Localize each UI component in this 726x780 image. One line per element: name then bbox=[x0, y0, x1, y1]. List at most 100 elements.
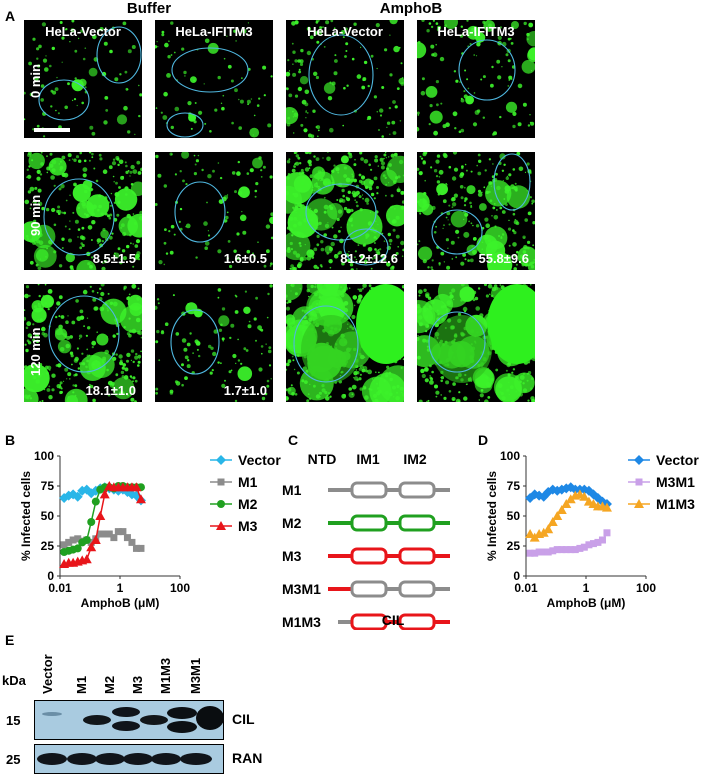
data-point bbox=[571, 546, 579, 554]
lane-label-vector: Vector bbox=[40, 654, 55, 694]
micrograph-r1-c4: HeLa-IFITM3 bbox=[417, 20, 535, 138]
data-point bbox=[529, 489, 540, 500]
series-vector bbox=[525, 482, 612, 509]
y-tick-label: 25 bbox=[41, 539, 55, 553]
data-point bbox=[562, 546, 570, 554]
data-point bbox=[544, 548, 552, 556]
data-point bbox=[580, 543, 588, 551]
y-tick-label: 50 bbox=[41, 509, 55, 523]
data-point bbox=[96, 530, 104, 538]
data-point bbox=[561, 499, 572, 508]
data-point bbox=[603, 529, 611, 537]
data-point bbox=[558, 546, 566, 554]
data-point bbox=[535, 548, 543, 556]
x-tick-label: 100 bbox=[636, 581, 656, 595]
blot-label-ran: RAN bbox=[232, 750, 263, 766]
y-tick-label: 0 bbox=[513, 569, 520, 583]
construct-label: M1 bbox=[282, 482, 302, 498]
data-point bbox=[556, 484, 567, 495]
legend-item-vector: Vector bbox=[628, 452, 699, 468]
data-point bbox=[87, 518, 96, 526]
data-point bbox=[579, 491, 590, 501]
legend-label: Vector bbox=[656, 452, 699, 468]
data-point bbox=[81, 484, 92, 495]
construct-m3: M3 bbox=[282, 547, 450, 565]
row-label-1: 0 min bbox=[28, 64, 43, 98]
panel-b-chart: 0 25 50 75 100 0.01 1 100 AmphoB (μM) % Infected … bbox=[19, 449, 281, 610]
construct-m1: M1 bbox=[282, 481, 450, 499]
legend-item-m2: M2 bbox=[210, 496, 258, 512]
data-point bbox=[60, 541, 68, 549]
data-point bbox=[531, 549, 539, 557]
legend-label: M3 bbox=[238, 518, 258, 534]
marker-15: 15 bbox=[6, 713, 21, 728]
cil-band-m2-lower bbox=[112, 721, 140, 731]
data-point bbox=[594, 538, 602, 546]
data-point bbox=[137, 544, 145, 552]
micrograph-r2-c3: 81.2±12.6 bbox=[286, 152, 404, 270]
y-tick-label: 0 bbox=[47, 569, 54, 583]
x-tick-label: 0.01 bbox=[514, 581, 538, 595]
series-m3m1 bbox=[526, 529, 611, 557]
construct-m3m1: M3M1 bbox=[282, 580, 450, 598]
x-tick-label: 100 bbox=[170, 581, 190, 595]
data-point bbox=[95, 511, 106, 520]
data-point bbox=[635, 478, 643, 486]
cil-blot bbox=[34, 700, 224, 740]
domain-label-ntd: NTD bbox=[308, 451, 337, 467]
data-point bbox=[585, 541, 593, 549]
x-tick-label: 1 bbox=[117, 581, 124, 595]
data-point bbox=[543, 524, 554, 534]
column-label-2: HeLa-IFITM3 bbox=[175, 24, 253, 39]
data-point bbox=[119, 528, 127, 536]
micrograph-r3-c2: 1.7±1.0 bbox=[155, 284, 273, 402]
data-point bbox=[82, 536, 91, 544]
row-label-3: 120 min bbox=[28, 327, 43, 376]
data-point bbox=[540, 548, 548, 556]
data-point bbox=[81, 554, 92, 564]
legend-label: Vector bbox=[238, 452, 281, 468]
legend-label: M1M3 bbox=[656, 496, 695, 512]
data-point bbox=[553, 546, 561, 554]
data-point bbox=[565, 482, 576, 493]
data-point bbox=[549, 547, 557, 555]
legend-item-m3: M3 bbox=[210, 518, 258, 534]
lane-label-m3: M3 bbox=[130, 675, 145, 694]
panel-d-letter: D bbox=[478, 432, 489, 448]
data-point bbox=[69, 536, 77, 544]
y-tick-label: 50 bbox=[507, 509, 521, 523]
cil-band-m1m3-lower bbox=[167, 721, 197, 733]
legend-label: M1 bbox=[238, 474, 258, 490]
quant-value: 55.8±9.6 bbox=[478, 251, 529, 266]
data-point bbox=[547, 517, 558, 526]
y-axis-label: % Infected cells bbox=[19, 471, 33, 561]
column-label-3: HeLa-Vector bbox=[307, 24, 383, 39]
column-label-4: HeLa-IFITM3 bbox=[437, 24, 515, 39]
micrograph-r2-c1: 8.5±1.5 90 min bbox=[24, 152, 142, 270]
lane-label-m3m1: M3M1 bbox=[188, 657, 203, 694]
data-point bbox=[90, 535, 101, 544]
micrograph-r1-c3: HeLa-Vector bbox=[286, 20, 404, 138]
cil-band-m1 bbox=[83, 715, 111, 725]
legend-label: M2 bbox=[238, 496, 258, 512]
data-point bbox=[588, 489, 599, 500]
legend-label: M3M1 bbox=[656, 474, 695, 490]
data-point bbox=[132, 544, 140, 552]
quant-value: 8.5±1.5 bbox=[92, 251, 136, 266]
data-point bbox=[565, 494, 576, 504]
construct-m1m3: M1M3 bbox=[282, 613, 450, 630]
column-label-1: HeLa-Vector bbox=[45, 24, 121, 39]
data-point bbox=[526, 549, 534, 557]
x-tick-label: 1 bbox=[583, 581, 590, 595]
panel-a-letter: A bbox=[5, 8, 16, 24]
construct-label: M2 bbox=[282, 515, 302, 531]
data-point bbox=[556, 505, 567, 514]
group-header-buffer: Buffer bbox=[126, 0, 172, 17]
data-point bbox=[86, 542, 97, 552]
cil-band-vector bbox=[42, 712, 62, 716]
group-header-amphob: AmphoB bbox=[379, 0, 443, 17]
data-point bbox=[73, 544, 82, 553]
row-label-2: 90 min bbox=[28, 194, 43, 236]
legend-item-m1m3: M1M3 bbox=[628, 496, 695, 512]
lane-label-m1: M1 bbox=[74, 675, 89, 694]
